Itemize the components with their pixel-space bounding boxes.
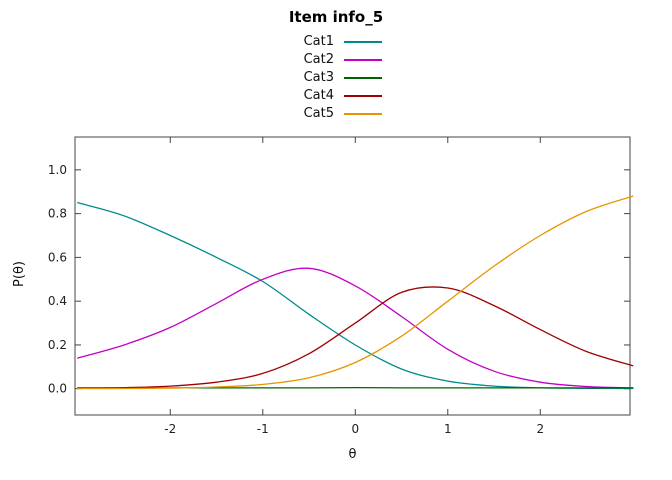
x-tick-label: 2 (536, 422, 544, 436)
x-tick-label: -2 (164, 422, 176, 436)
legend-label: Cat3 (303, 70, 334, 85)
y-tick-label: 0.8 (48, 207, 67, 221)
x-tick-label: 0 (351, 422, 359, 436)
chart-legend: Cat1 Cat2 Cat3 Cat4 Cat5 (0, 33, 672, 123)
x-axis-label: θ (348, 447, 357, 462)
chart-title: Item info_5 (288, 8, 384, 26)
legend-item-cat5: Cat5 (290, 105, 382, 123)
legend-label: Cat5 (303, 106, 334, 121)
legend-item-cat4: Cat4 (290, 87, 382, 105)
legend-line-sample (344, 41, 382, 43)
legend-line-sample (344, 95, 382, 97)
series-line-cat4 (77, 286, 634, 389)
legend-line-sample (344, 77, 382, 79)
x-tick-label: 1 (444, 422, 452, 436)
legend-item-cat2: Cat2 (290, 51, 382, 69)
y-tick-label: 0.6 (48, 250, 67, 264)
y-tick-label: 0.0 (48, 382, 67, 396)
legend-item-cat3: Cat3 (290, 69, 382, 87)
y-tick-label: 1.0 (48, 163, 67, 177)
plot-border (74, 136, 631, 416)
legend-label: Cat1 (303, 34, 334, 49)
legend-label: Cat4 (303, 88, 334, 103)
legend-label: Cat2 (303, 52, 334, 67)
y-tick-label: 0.4 (48, 294, 67, 308)
y-tick-label: 0.2 (48, 338, 67, 352)
series-line-cat5 (77, 195, 634, 390)
legend-item-cat1: Cat1 (290, 33, 382, 51)
series-line-cat2 (77, 267, 634, 389)
legend-line-sample (344, 59, 382, 61)
y-axis-label: P(θ) (12, 261, 27, 287)
x-tick-label: -1 (257, 422, 269, 436)
legend-line-sample (344, 113, 382, 115)
